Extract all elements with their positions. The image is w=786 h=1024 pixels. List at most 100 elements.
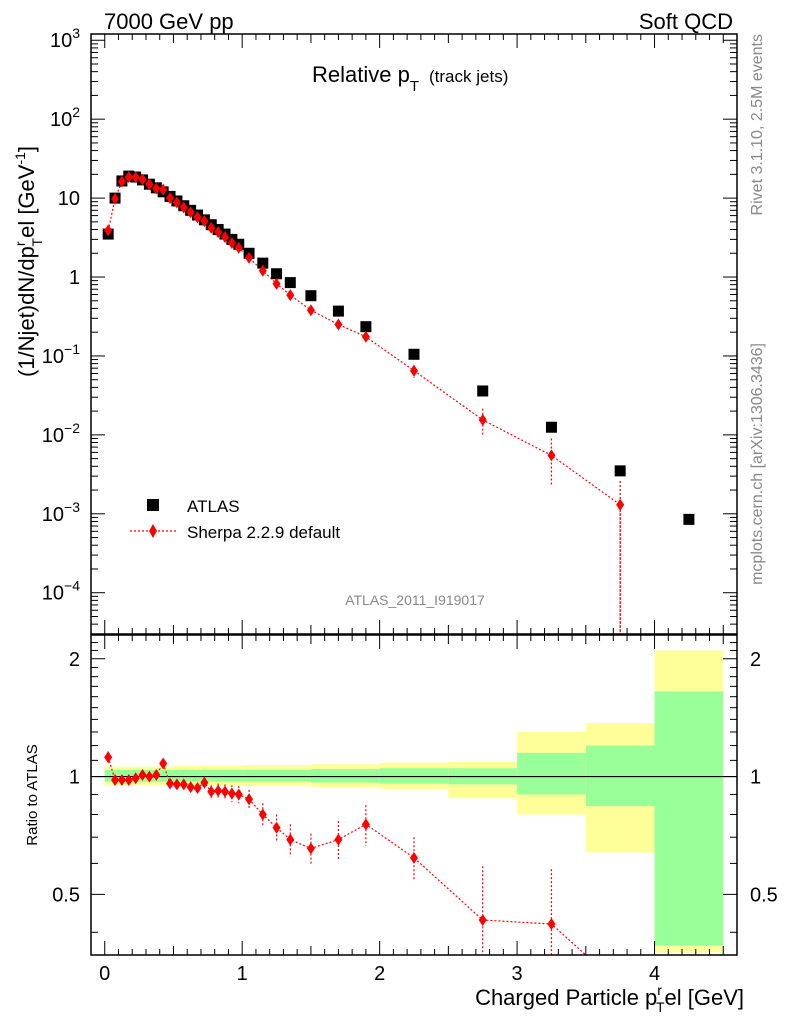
sherpa-point	[111, 192, 120, 205]
sherpa-ratio-point	[159, 757, 168, 770]
sherpa-point	[131, 171, 140, 184]
sherpa-point	[245, 251, 254, 264]
sherpa-ratio-point	[131, 772, 140, 785]
sherpa-point	[166, 192, 175, 205]
x-tick-label: 0	[99, 963, 110, 985]
y-tick-label-main: 10	[58, 188, 80, 210]
sherpa-ratio-point	[478, 914, 487, 927]
x-tick-label: 2	[374, 963, 385, 985]
sherpa-point	[547, 449, 556, 462]
sherpa-ratio-point	[111, 773, 120, 786]
atlas-point	[614, 465, 626, 477]
sherpa-point	[104, 224, 113, 237]
sherpa-point	[227, 236, 236, 249]
atlas-point	[332, 305, 344, 317]
uncertainty-band-inner	[654, 691, 724, 946]
main-plot-area	[102, 170, 695, 634]
sherpa-point	[234, 241, 243, 254]
header-left: 7000 GeV pp	[104, 9, 234, 34]
x-axis-title: Charged Particle pr Tel [GeV]	[475, 982, 744, 1015]
sherpa-point	[258, 264, 267, 277]
y-tick-label-main: 102	[50, 104, 80, 131]
sherpa-ratio-point	[104, 751, 113, 764]
uncertainty-band-inner	[379, 768, 449, 784]
sherpa-ratio-point	[172, 778, 181, 791]
header-right: Soft QCD	[639, 9, 733, 34]
y-axis-title-ratio: Ratio to ATLAS	[24, 744, 41, 845]
sherpa-ratio-point	[200, 776, 209, 789]
sherpa-point	[152, 182, 161, 195]
sherpa-point	[159, 183, 168, 196]
legend: ATLAS Sherpa 2.2.9 default	[130, 497, 340, 542]
sherpa-ratio-point	[334, 833, 343, 846]
sherpa-point	[193, 211, 202, 224]
ratio-frame	[90, 634, 738, 956]
legend-marker-atlas	[147, 499, 159, 511]
sherpa-ratio-point	[117, 773, 126, 786]
sherpa-point	[145, 178, 154, 191]
main-axis-ticks: 10−4 10−3 10−2 10−1 1 10 102 103	[42, 25, 738, 635]
sherpa-point	[616, 498, 625, 511]
atlas-point	[360, 321, 372, 333]
sherpa-line	[107, 176, 621, 634]
sherpa-ratio-point	[186, 781, 195, 794]
atlas-point	[257, 257, 269, 269]
legend-marker-sherpa	[149, 524, 157, 538]
atlas-point	[408, 348, 420, 360]
sherpa-point	[361, 330, 370, 343]
ratio-axis-ticks: 0.5 0.5 1 1 2 2	[52, 635, 778, 955]
uncertainty-band-inner	[173, 769, 243, 782]
sherpa-ratio-point	[145, 770, 154, 783]
legend-label-atlas: ATLAS	[187, 497, 240, 516]
y-tick-label-main: 10−3	[42, 499, 80, 526]
x-tick-label: 3	[512, 963, 523, 985]
x-tick-labels: 0 1 2 3 4	[99, 963, 660, 985]
sherpa-point	[124, 171, 133, 184]
sherpa-ratio-point	[410, 851, 418, 864]
atlas-point	[683, 513, 695, 525]
uncertainty-band-inner	[310, 769, 380, 783]
y-tick-label-ratio: 2	[69, 649, 80, 671]
uncertainty-band-inner	[104, 769, 174, 782]
sherpa-ratio-point	[221, 785, 230, 798]
y-tick-label-ratio-right: 0.5	[750, 884, 778, 906]
sherpa-ratio-point	[193, 781, 202, 794]
sherpa-point	[117, 175, 126, 188]
atlas-point	[305, 290, 317, 302]
sherpa-point	[286, 289, 295, 302]
sherpa-ratio-point	[258, 808, 267, 821]
sherpa-point	[272, 277, 281, 290]
sherpa-ratio-point	[286, 833, 295, 846]
sherpa-ratio-point	[179, 778, 188, 791]
sherpa-point	[207, 221, 216, 234]
atlas-point	[271, 268, 283, 280]
atlas-point	[477, 385, 489, 397]
sherpa-ratio-point	[166, 777, 175, 790]
sherpa-point	[186, 206, 195, 219]
sherpa-point	[200, 215, 209, 228]
legend-label-sherpa: Sherpa 2.2.9 default	[187, 523, 340, 542]
ratio-plot-area	[91, 650, 737, 956]
y-tick-label-main: 10−1	[42, 341, 80, 368]
y-tick-label-main: 1	[69, 267, 80, 289]
main-panel: 10−4 10−3 10−2 10−1 1 10 102 103 Relative pT(tr…	[12, 25, 738, 635]
y-tick-label-main: 103	[50, 25, 80, 52]
y-tick-label-main: 10−2	[42, 420, 80, 447]
sherpa-point	[138, 173, 147, 186]
sherpa-ratio-point	[138, 768, 147, 781]
sherpa-point	[478, 413, 487, 426]
sherpa-ratio-point	[245, 793, 254, 806]
plot-title: Relative pT(track jets)	[312, 62, 508, 95]
atlas-point	[284, 277, 296, 289]
uncertainty-band-inner	[517, 752, 586, 795]
sherpa-ratio-point	[214, 784, 223, 797]
uncertainty-band-inner	[585, 745, 655, 807]
sherpa-point	[221, 231, 230, 244]
y-tick-label-ratio-right: 2	[750, 649, 761, 671]
sherpa-ratio-point	[124, 773, 133, 786]
x-tick-label: 4	[649, 963, 660, 985]
sherpa-ratio-point	[547, 918, 556, 931]
y-tick-label-ratio: 0.5	[52, 884, 80, 906]
sherpa-ratio-point	[361, 818, 370, 831]
